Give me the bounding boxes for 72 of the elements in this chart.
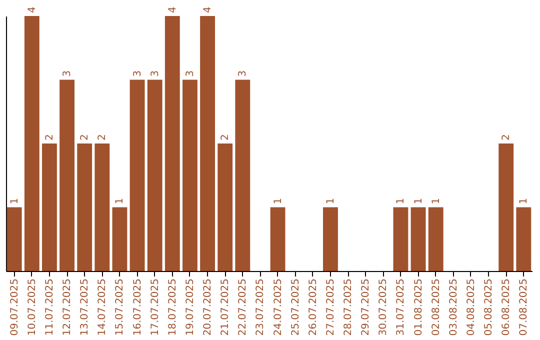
data-label: 3 [184,70,196,77]
bar [147,80,162,271]
x-tick-label: 10.07.2025 [26,278,38,336]
x-tick-label: 07.08.2025 [518,278,530,336]
bar [6,207,22,271]
bar [42,144,57,271]
x-tick-label: 17.07.2025 [150,278,161,336]
data-label: 1 [430,198,442,204]
x-tick-label: 19.07.2025 [184,278,196,336]
x-tick-label: 25.07.2025 [290,278,302,336]
x-tick-label: 05.08.2025 [484,278,495,336]
x-tick-label: 04.08.2025 [466,278,477,336]
data-label: 1 [114,198,126,204]
x-tick-label: 16.07.2025 [132,278,144,336]
x-tick-label: 11.07.2025 [44,278,56,336]
data-label: 3 [62,70,74,77]
bar [24,16,40,271]
data-label: 3 [150,70,161,77]
x-tick-label: 03.08.2025 [448,278,460,336]
data-label: 1 [413,198,424,204]
x-tick-label: 24.07.2025 [272,278,284,336]
data-label: 4 [26,6,38,13]
bar [410,207,426,271]
x-tick-label: 01.08.2025 [413,278,424,336]
x-tick-label: 02.08.2025 [430,278,442,336]
bar [130,80,145,271]
x-tick-label: 29.07.2025 [360,278,372,336]
x-tick-label: 15.07.2025 [114,278,126,336]
x-tick-label: 27.07.2025 [325,278,336,336]
bar [393,207,408,271]
data-label: 1 [272,198,284,204]
data-label: 4 [202,6,214,13]
x-tick-label: 21.07.2025 [220,278,232,336]
x-tick-label: 30.07.2025 [378,278,390,336]
data-label: 3 [132,70,144,77]
data-label: 4 [167,6,178,13]
bar [112,207,128,271]
x-tick-label: 13.07.2025 [80,278,91,336]
data-label: 2 [97,134,108,140]
x-tick-label: 26.07.2025 [308,278,319,336]
bar [200,16,215,271]
bar [218,144,233,271]
bar [235,80,250,271]
data-label: 3 [238,70,249,77]
bar [182,80,198,271]
bar [498,144,514,271]
bar [428,207,444,271]
data-label: 1 [9,198,20,204]
data-label: 1 [325,198,336,204]
x-tick-label: 18.07.2025 [167,278,178,336]
data-label: 1 [396,198,407,204]
data-label: 2 [44,134,56,140]
x-tick-label: 31.07.2025 [396,278,407,336]
bar [94,144,110,271]
x-tick-label: 09.07.2025 [9,278,20,336]
bar [164,16,180,271]
x-tick-label: 22.07.2025 [238,278,249,336]
bar [323,207,338,271]
data-label: 2 [501,134,512,140]
x-tick-label: 12.07.2025 [62,278,74,336]
x-tick-label: 28.07.2025 [343,278,354,336]
x-tick-label: 14.07.2025 [97,278,108,336]
data-label: 1 [518,198,530,204]
bar [77,144,92,271]
bar [60,80,74,271]
bar [270,207,286,271]
x-tick-label: 23.07.2025 [255,278,266,336]
data-label: 2 [80,134,91,140]
bar [516,207,532,271]
data-label: 2 [220,134,232,140]
x-tick-label: 06.08.2025 [501,278,512,336]
x-tick-label: 20.07.2025 [202,278,214,336]
